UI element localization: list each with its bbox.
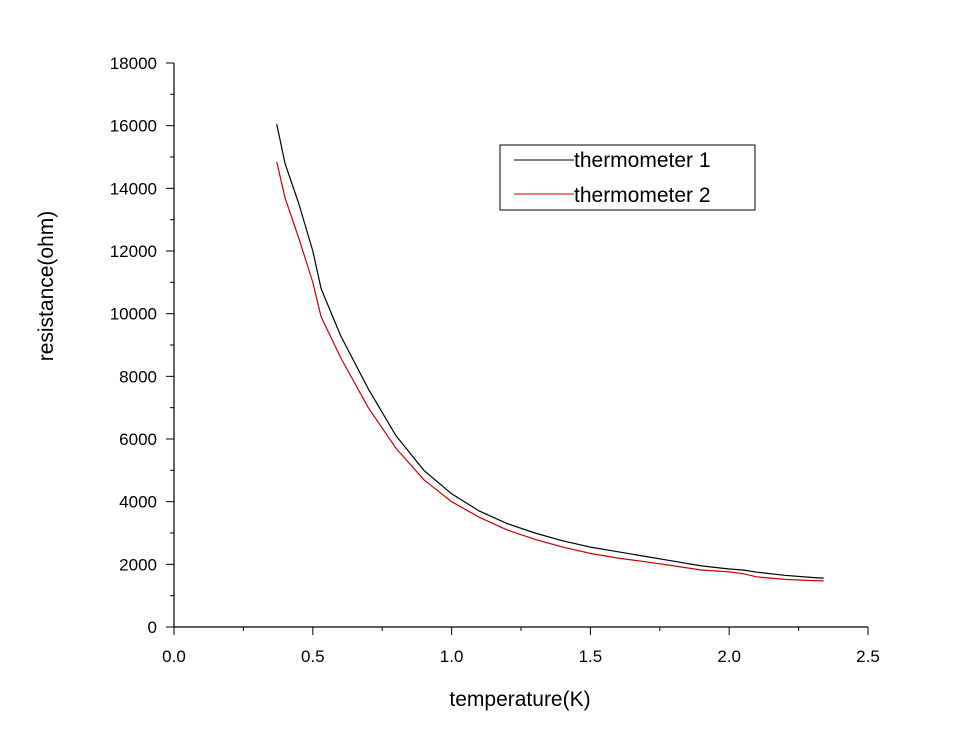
y-tick-label: 12000 (110, 242, 157, 261)
y-tick-label: 8000 (119, 367, 157, 386)
series-line-thermometer-1 (276, 123, 824, 579)
legend-label-thermometer-1: thermometer 1 (574, 149, 711, 172)
x-tick-label: 1.0 (440, 647, 464, 666)
x-axis-title: temperature(K) (449, 688, 590, 711)
series-line-thermometer-2 (276, 161, 824, 582)
legend: thermometer 1 thermometer 2 (499, 144, 756, 211)
legend-box (499, 144, 756, 211)
y-tick-label: 10000 (110, 305, 157, 324)
y-tick-label: 18000 (110, 54, 157, 73)
series-layer (276, 123, 824, 582)
y-tick-label: 16000 (110, 117, 157, 136)
x-tick-label: 2.5 (856, 647, 880, 666)
x-tick-label: 2.0 (717, 647, 741, 666)
y-axis-title: resistance(ohm) (35, 211, 58, 362)
x-tick-label: 1.5 (579, 647, 603, 666)
y-tick-label: 0 (148, 618, 157, 637)
x-tick-label: 0.5 (301, 647, 325, 666)
y-tick-label: 14000 (110, 179, 157, 198)
x-axis-ticks: 0.0 0.5 1.0 1.5 2.0 2.5 (162, 627, 880, 666)
y-tick-label: 6000 (119, 430, 157, 449)
legend-label-thermometer-2: thermometer 2 (574, 184, 711, 207)
y-tick-label: 4000 (119, 493, 157, 512)
x-tick-label: 0.0 (162, 647, 186, 666)
y-axis-ticks: 0 2000 4000 6000 8000 10000 12000 14000 16000 180… (110, 54, 174, 637)
y-tick-label: 2000 (119, 555, 157, 574)
